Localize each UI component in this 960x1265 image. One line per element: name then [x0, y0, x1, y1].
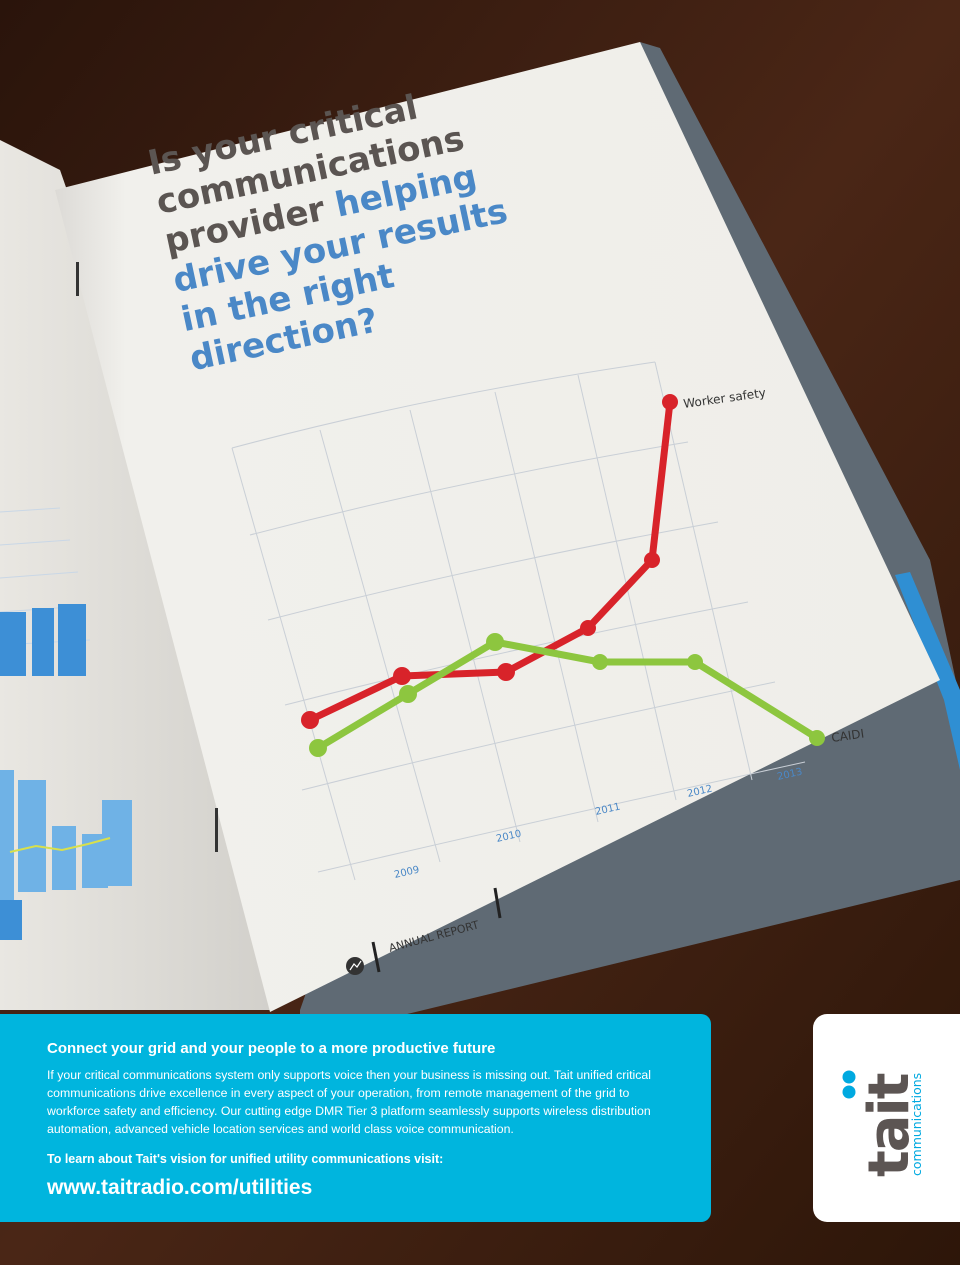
- tait-logo: tait communications: [813, 1014, 960, 1222]
- worker-safety-point-2: [393, 667, 411, 685]
- caidi-line: [314, 638, 821, 752]
- logo-tagline: communications: [909, 1073, 924, 1176]
- banner-headline: Connect your grid and your people to a m…: [47, 1040, 496, 1057]
- left-page-bar-chart: [0, 507, 132, 940]
- caidi-point-2: [399, 685, 417, 703]
- page-binding-mark: [215, 808, 218, 852]
- tait-dots-logo-icon: tait communications: [842, 1070, 924, 1177]
- banner-url-link[interactable]: www.taitradio.com/utilities: [47, 1176, 313, 1199]
- caidi-point-1: [309, 739, 327, 757]
- caidi-point-6: [809, 730, 825, 746]
- left-page: [0, 140, 270, 1010]
- caidi-point-3: [486, 633, 504, 651]
- caidi-point-4: [592, 654, 608, 670]
- right-page: [55, 42, 940, 1012]
- blue-page-edge: [895, 572, 960, 770]
- banner-body: If your critical communications system o…: [47, 1068, 651, 1136]
- caidi-point-5: [687, 654, 703, 670]
- worker-safety-point-5: [644, 552, 660, 568]
- annual-report-icon: [346, 957, 364, 975]
- page-binding-mark: [76, 262, 79, 296]
- worker-safety-point-3: [497, 663, 515, 681]
- worker-safety-point-1: [301, 711, 319, 729]
- logo-wordmark: tait: [857, 1073, 922, 1177]
- promo-banner: Connect your grid and your people to a m…: [0, 1014, 711, 1222]
- series-label-caidi: CAIDI: [830, 727, 865, 745]
- banner-cta: To learn about Tait's vision for unified…: [47, 1152, 444, 1166]
- worker-safety-point-6: [662, 394, 678, 410]
- series-caidi: [309, 633, 825, 757]
- worker-safety-point-4: [580, 620, 596, 636]
